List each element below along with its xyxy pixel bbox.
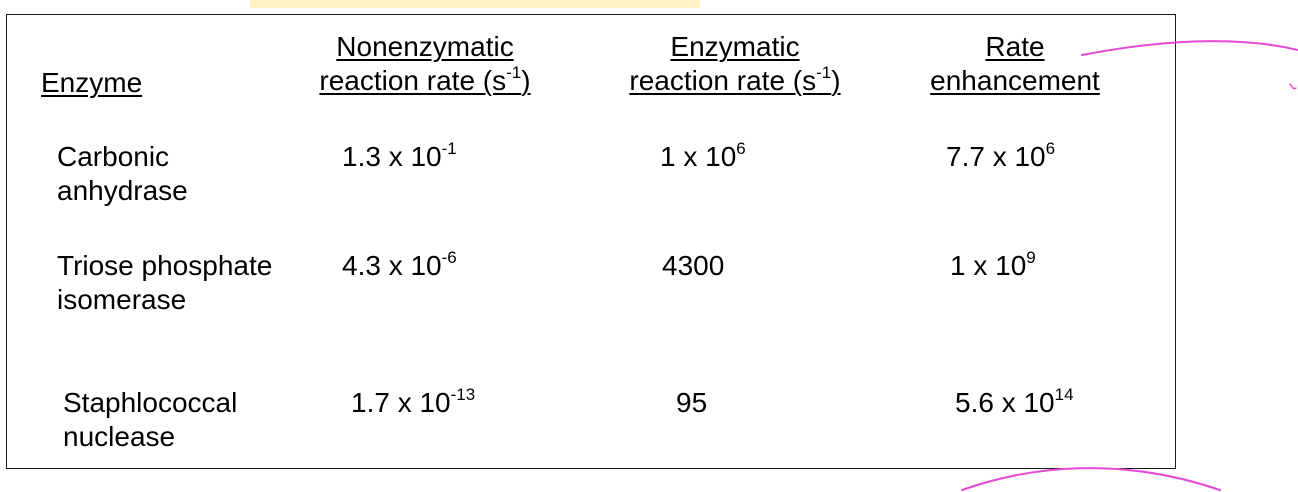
header-enzyme: Enzyme [41, 67, 143, 98]
cell-nonenzymatic-rate: 4.3 x 10-6 [342, 249, 457, 283]
header-nonenzymatic-close: ) [521, 65, 531, 96]
cell-exponent: 6 [736, 139, 746, 158]
cell-exponent: -6 [441, 248, 457, 267]
header-rate-line1: Rate [985, 31, 1045, 62]
cell-base: 4.3 x 10 [342, 250, 442, 281]
header-enzymatic-line2: reaction rate (s-1) [600, 64, 870, 98]
header-rate-enhancement: Rate enhancement [905, 30, 1125, 98]
enzyme-name-line2: isomerase [57, 284, 187, 315]
cell-nonenzymatic-rate: 1.7 x 10-13 [351, 386, 475, 420]
cell-exponent: -1 [441, 139, 457, 158]
cell-base: 1.7 x 10 [351, 387, 451, 418]
cell-enzymatic-rate: 1 x 106 [660, 140, 746, 174]
cell-exponent: 6 [1045, 139, 1056, 158]
table-row-staphlococcal-nuclease-enzyme: Staphlococcal nuclease [63, 386, 237, 454]
table-row-carbonic-anhydrase-enzyme: Carbonic anhydrase [57, 140, 188, 208]
pink-stroke-bottom [961, 467, 1221, 491]
header-nonenzymatic-line2: reaction rate (s-1) [290, 64, 560, 98]
cell-rate-enhancement: 7.7 x 106 [946, 140, 1055, 174]
cell-base: 95 [676, 387, 708, 418]
header-nonenzymatic-exponent: -1 [506, 63, 522, 82]
pink-stroke-tick [1289, 83, 1297, 90]
cell-exponent: 9 [1026, 248, 1036, 267]
enzyme-name-line2: anhydrase [57, 175, 188, 206]
header-enzymatic-line2-text: reaction rate (s [629, 65, 817, 96]
cell-base: 7.7 x 10 [946, 141, 1046, 172]
enzyme-name-line1: Staphlococcal [63, 387, 238, 418]
header-enzymatic-line1: Enzymatic [670, 31, 800, 62]
cell-base: 1 x 10 [660, 141, 737, 172]
header-enzymatic: Enzymatic reaction rate (s-1) [600, 30, 870, 98]
cell-base: 1.3 x 10 [342, 141, 442, 172]
enzyme-rate-table [6, 14, 1176, 469]
header-rate-line2: enhancement [930, 65, 1100, 96]
enzyme-name-line2: nuclease [63, 421, 176, 452]
cell-enzymatic-rate: 4300 [662, 249, 724, 283]
top-highlight-strip [250, 0, 700, 8]
header-nonenzymatic-line2-text: reaction rate (s [319, 65, 507, 96]
enzyme-name-line1: Triose phosphate [57, 250, 273, 281]
cell-rate-enhancement: 1 x 109 [950, 249, 1036, 283]
cell-exponent: -13 [450, 385, 476, 404]
header-nonenzymatic-line1: Nonenzymatic [336, 31, 514, 62]
enzyme-name-line1: Carbonic [57, 141, 170, 172]
cell-base: 4300 [662, 250, 725, 281]
cell-base: 1 x 10 [950, 250, 1027, 281]
cell-rate-enhancement: 5.6 x 1014 [955, 386, 1074, 420]
table-row-triose-phosphate-isomerase-enzyme: Triose phosphate isomerase [57, 249, 272, 317]
cell-exponent: 14 [1054, 385, 1074, 404]
header-enzymatic-close: ) [831, 65, 841, 96]
cell-nonenzymatic-rate: 1.3 x 10-1 [342, 140, 457, 174]
cell-base: 5.6 x 10 [955, 387, 1055, 418]
header-enzymatic-exponent: -1 [816, 63, 832, 82]
cell-enzymatic-rate: 95 [676, 386, 707, 420]
header-nonenzymatic: Nonenzymatic reaction rate (s-1) [290, 30, 560, 98]
